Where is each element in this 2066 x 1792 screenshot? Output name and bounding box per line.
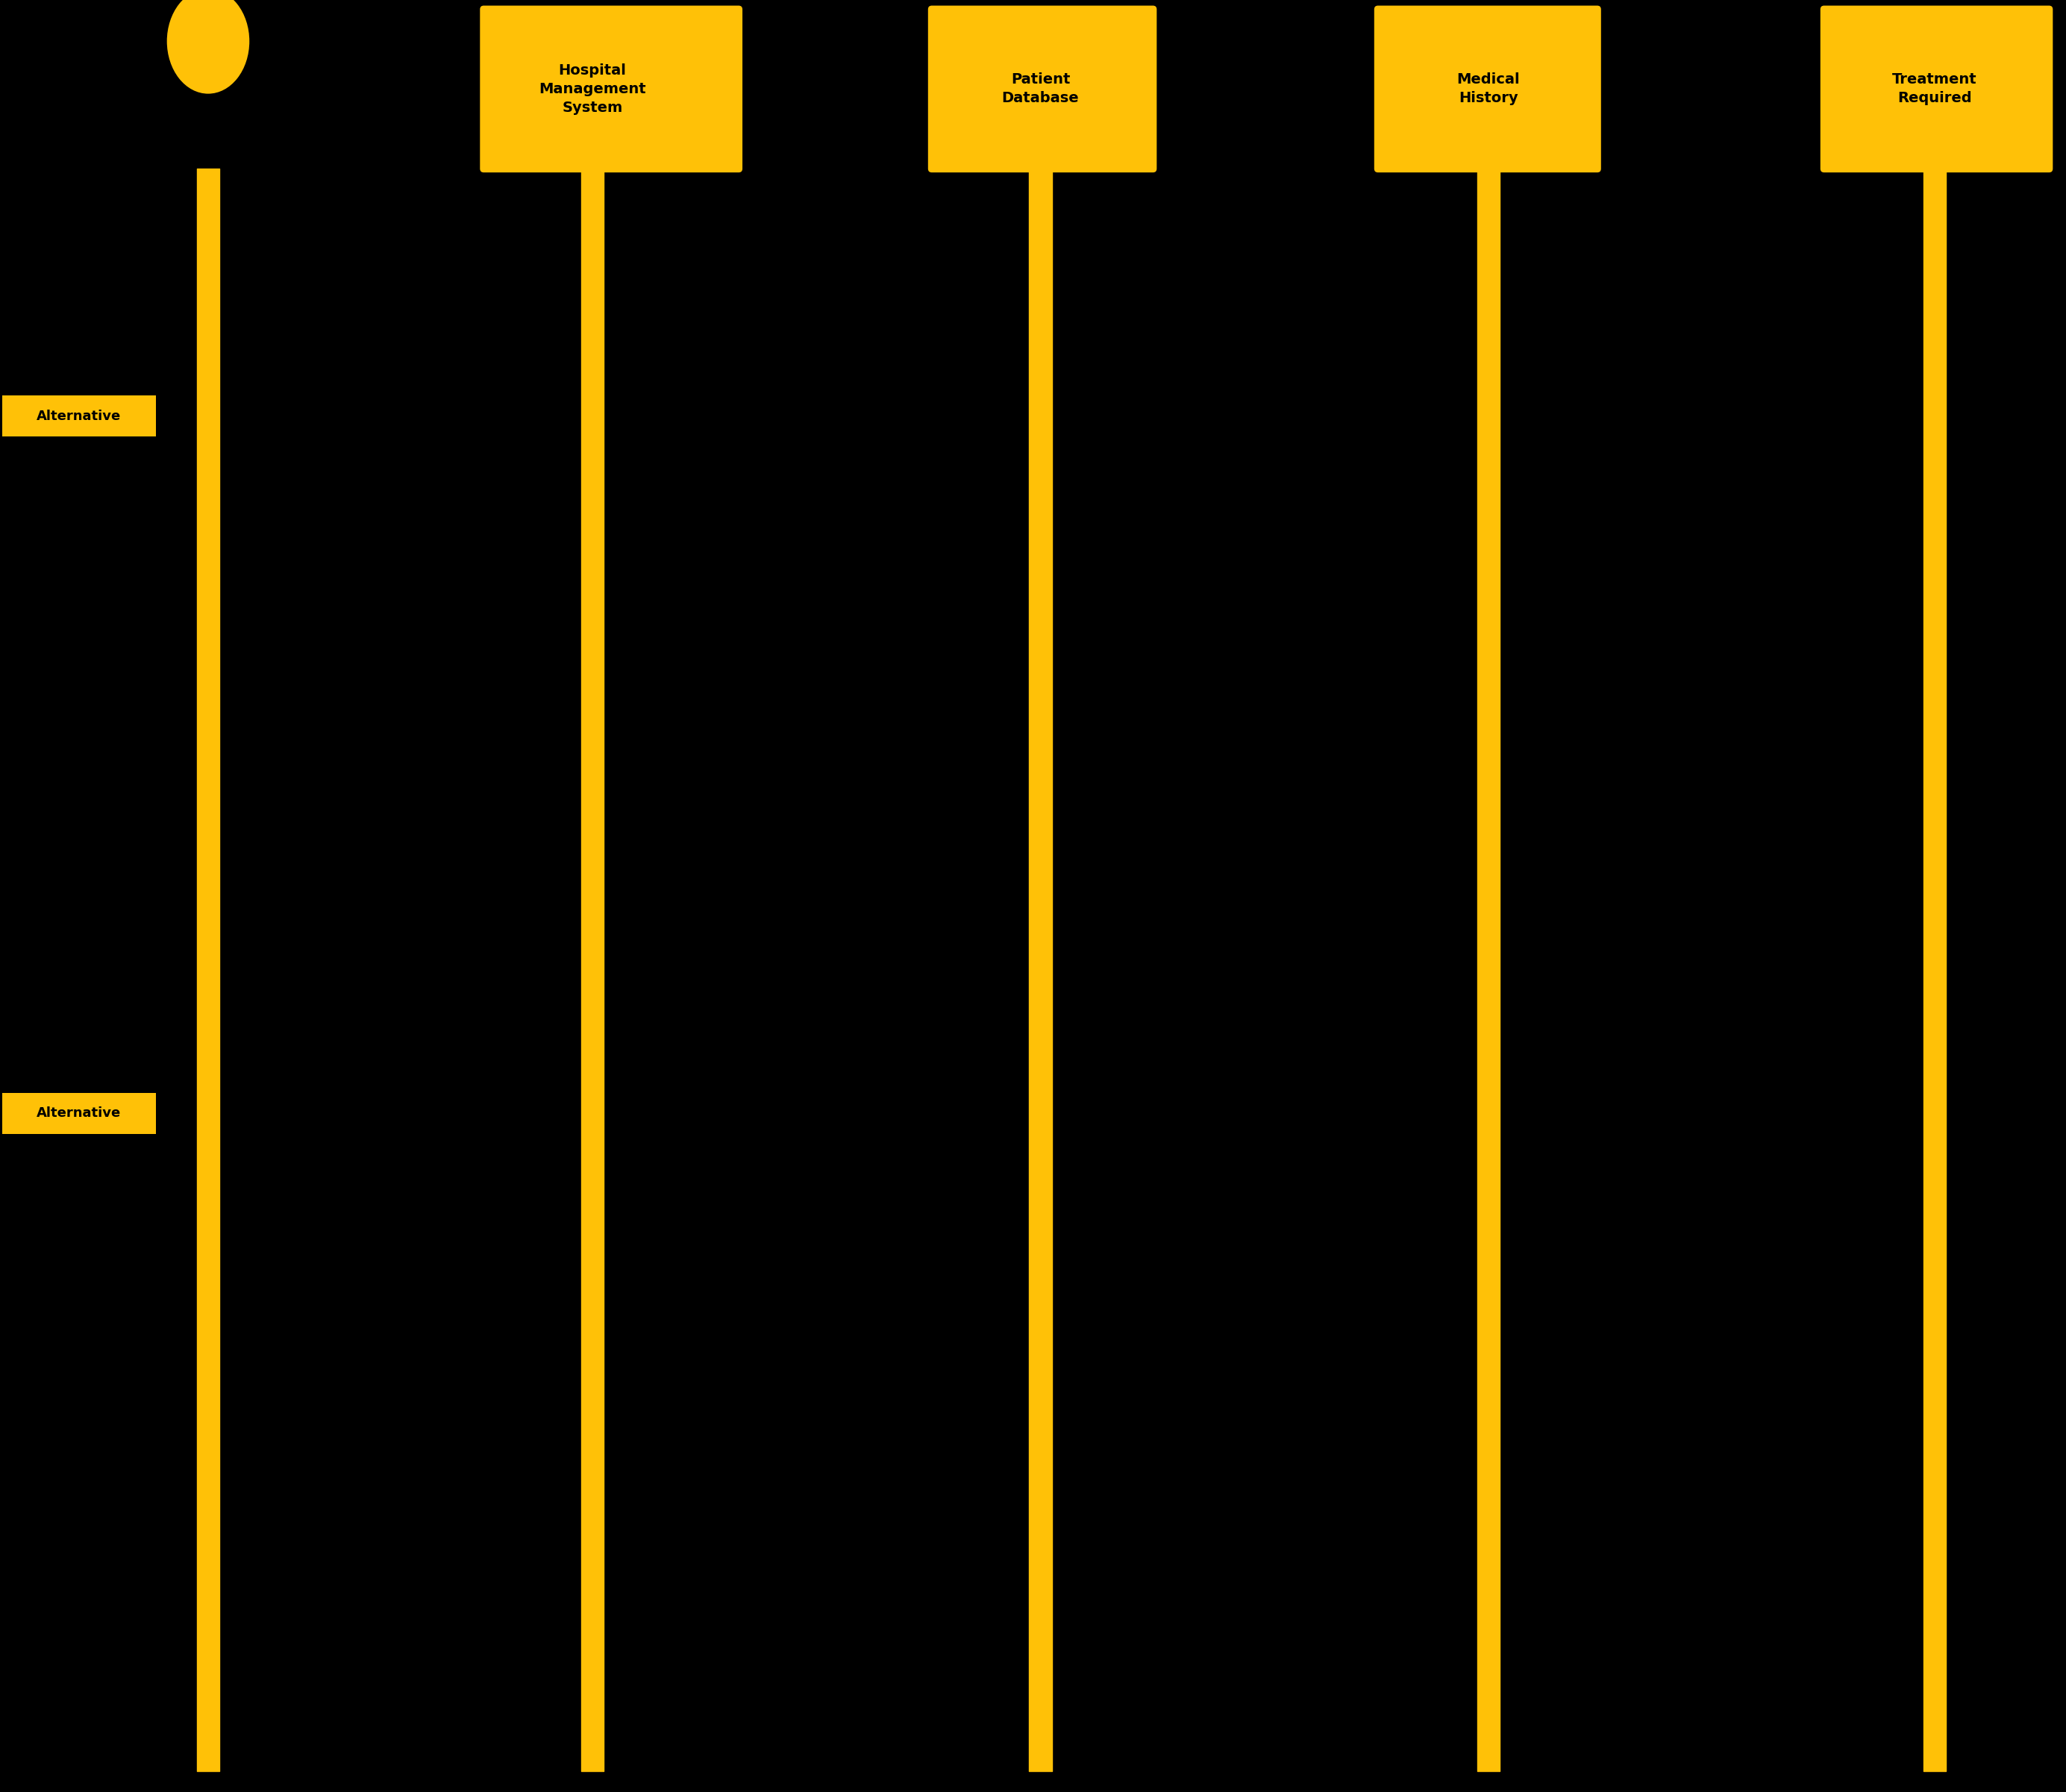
FancyBboxPatch shape <box>479 5 742 172</box>
Bar <box>2 396 155 437</box>
FancyBboxPatch shape <box>1820 5 2054 172</box>
Text: Alternative: Alternative <box>37 1107 122 1120</box>
Text: Treatment
Required: Treatment Required <box>1892 73 1977 106</box>
Ellipse shape <box>167 0 250 93</box>
Bar <box>2 1093 155 1134</box>
FancyBboxPatch shape <box>1374 5 1601 172</box>
Text: Alternative: Alternative <box>37 409 122 423</box>
FancyBboxPatch shape <box>928 5 1157 172</box>
Text: Patient
Database: Patient Database <box>1002 73 1078 106</box>
Text: Hospital
Management
System: Hospital Management System <box>539 63 647 115</box>
Text: Medical
History: Medical History <box>1457 73 1521 106</box>
